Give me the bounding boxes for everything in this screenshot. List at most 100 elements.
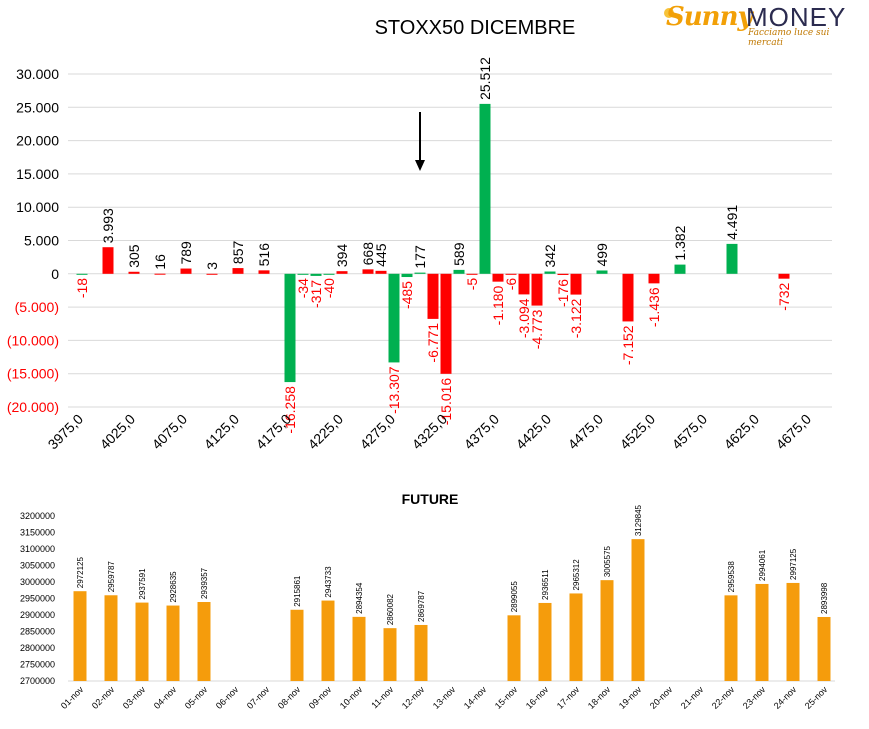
bar — [232, 268, 244, 274]
data-label: -1.436 — [646, 287, 662, 327]
data-label: -5 — [464, 278, 480, 291]
y-tick-label: 2700000 — [20, 676, 55, 686]
data-label: 2860082 — [386, 593, 395, 625]
data-label: -40 — [321, 278, 337, 298]
data-label: 25.512 — [477, 57, 493, 100]
bar — [336, 271, 348, 274]
x-tick-label: 24-nov — [772, 684, 799, 711]
data-label: 2894354 — [355, 582, 364, 614]
x-tick-label: 4075,0 — [149, 411, 191, 453]
data-label: -7.152 — [620, 325, 636, 365]
x-tick-label: 4325,0 — [409, 411, 451, 453]
bar — [284, 273, 296, 383]
data-label: 2936511 — [541, 569, 550, 600]
bar — [414, 624, 428, 681]
bar — [297, 273, 309, 275]
data-label: -3.094 — [516, 298, 532, 338]
bar — [674, 264, 686, 274]
x-tick-label: 19-nov — [617, 684, 644, 711]
bar — [440, 273, 452, 374]
logo-tagline: Facciamo luce sui mercati — [748, 28, 830, 48]
y-tick-label: 5.000 — [24, 233, 59, 249]
data-label: 2965312 — [572, 559, 581, 591]
y-tick-label: 30.000 — [16, 66, 59, 82]
future-chart: FUTURE 3200000 3150000 3100000 3050000 300000… — [20, 491, 835, 711]
y-tick-label: 10.000 — [16, 199, 59, 215]
data-label: 789 — [178, 241, 194, 265]
data-label: -4.773 — [529, 309, 545, 349]
x-tick-label: 10-nov — [338, 684, 365, 711]
bar — [102, 247, 114, 274]
x-tick-label: 06-nov — [214, 684, 241, 711]
arrow-head-icon — [415, 160, 425, 171]
bar — [569, 593, 583, 681]
data-label: 3005575 — [603, 545, 612, 577]
x-tick-label: 09-nov — [307, 684, 334, 711]
bar — [135, 602, 149, 681]
x-tick-label: 02-nov — [90, 684, 117, 711]
y-tick-label: 0 — [51, 266, 59, 282]
bar — [570, 273, 582, 295]
y-tick-label: 2900000 — [20, 610, 55, 620]
bar — [466, 273, 478, 275]
bar — [321, 600, 335, 681]
x-tick-label: 4125,0 — [201, 411, 243, 453]
bar — [544, 271, 556, 274]
data-label: 16 — [152, 254, 168, 270]
x-tick-label: 4025,0 — [97, 411, 139, 453]
y-tick-label: 2850000 — [20, 627, 55, 637]
data-label: 2959787 — [107, 561, 116, 593]
x-tick-label: 22-nov — [710, 684, 737, 711]
data-label: 4.491 — [724, 205, 740, 240]
x-tick-label: 25-nov — [803, 684, 830, 711]
bar — [154, 273, 166, 275]
x-tick-label: 13-nov — [431, 684, 458, 711]
x-tick-label: 01-nov — [59, 684, 86, 711]
bar — [631, 539, 645, 681]
bar — [290, 609, 304, 681]
bar — [600, 580, 614, 681]
x-tick-label: 4625,0 — [721, 411, 763, 453]
data-label: 2972125 — [76, 557, 85, 589]
bar — [258, 270, 270, 274]
bar — [76, 273, 88, 275]
logo-money: MONEY — [746, 2, 847, 32]
bar — [778, 273, 790, 279]
x-tick-label: 18-nov — [586, 684, 613, 711]
x-tick-label: 4375,0 — [461, 411, 503, 453]
x-tick-label: 15-nov — [493, 684, 520, 711]
bar — [414, 272, 426, 274]
data-label: -3.122 — [568, 298, 584, 338]
bar — [206, 273, 218, 275]
x-tick-label: 21-nov — [679, 684, 706, 711]
bar — [128, 271, 140, 274]
data-label: 516 — [256, 243, 272, 267]
y-tick-label: (15.000) — [7, 366, 59, 382]
bar — [538, 602, 552, 681]
data-label: -1.180 — [490, 285, 506, 325]
data-label: -6.771 — [425, 323, 441, 363]
y-tick-label: 3100000 — [20, 544, 55, 554]
data-label: -16.258 — [282, 386, 298, 434]
bar — [755, 583, 769, 681]
x-tick-label: 3975,0 — [45, 411, 87, 453]
bar — [352, 616, 366, 681]
x-tick-label: 4475,0 — [565, 411, 607, 453]
sun-icon — [664, 8, 674, 18]
x-tick-label: 17-nov — [555, 684, 582, 711]
logo-sunny: Sunny — [666, 2, 753, 32]
data-label: 3.993 — [100, 208, 116, 243]
data-label: -6 — [503, 278, 519, 291]
bar — [724, 595, 738, 681]
data-label: -15.016 — [438, 378, 454, 426]
data-label: 2997125 — [789, 548, 798, 580]
x-tick-label: 4675,0 — [773, 411, 815, 453]
bar — [726, 243, 738, 274]
data-label: 1.382 — [672, 225, 688, 260]
data-label: 305 — [126, 244, 142, 268]
x-tick-label: 4525,0 — [617, 411, 659, 453]
y-tick-label: 3200000 — [20, 511, 55, 521]
bar — [427, 273, 439, 319]
data-label: 3129845 — [634, 504, 643, 536]
data-label: 445 — [373, 243, 389, 267]
